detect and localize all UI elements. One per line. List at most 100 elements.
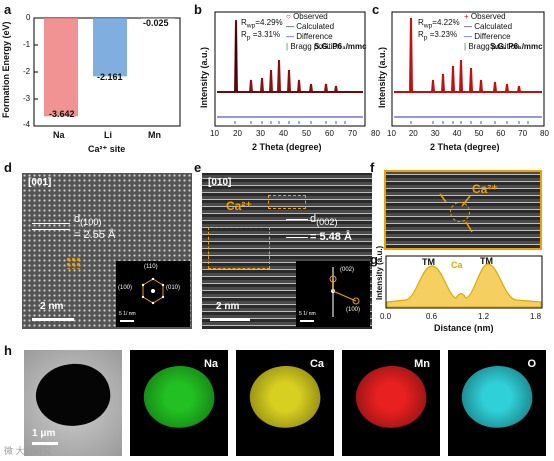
panel-b-xtick: 20 [233,129,242,138]
panel-b-rp-value: =3.31% [252,30,281,39]
panel-c-label: c [372,2,380,17]
panel-h-map-ca-label: Ca [309,358,324,370]
panel-c-xtick: 50 [474,129,484,138]
panel-g-xtick-3: 1.8 [530,312,542,321]
panel-c-xtick: 80 [540,129,549,138]
panel-d-d-index: (100) [80,217,102,228]
panel-b-rwp: Rwp=4.29% [241,18,283,30]
panel-b-axes-frame [214,11,366,127]
panel-d-plane-line-bottom [32,229,70,230]
panel-b-rp: Rp =3.31% [241,30,281,42]
panel-d-hrtem-image: [001] d(100) = 2.55 Å 2 nm (110) (100) (… [22,173,192,329]
panel-c-observed-calculated [394,17,542,93]
panel-e-d-spacing: d(002) [310,213,338,227]
panel-f-zoom-image: Ca²⁺ [384,170,542,250]
panel-e-region-box [208,227,270,269]
panel-b-xtick: 60 [325,129,334,138]
panel-e-scale-label: 2 nm [216,301,240,312]
panel-h-map-mn-label: Mn [414,358,430,370]
panel-h-map-na-label: Na [203,358,218,370]
panel-b-ylabel: Intensity (a.u.) [199,46,209,108]
panel-c-xtick: 40 [452,129,462,138]
panel-d-d-symbol: d [74,213,81,225]
panel-a-ytick-4: -4 [23,120,31,129]
panel-e-ca-highlight [268,195,306,209]
panel-b-xtick: 10 [210,129,219,138]
panel-c-legend-observed-text: Observed [470,12,506,21]
panel-d-fft-scale: 5 1/ nm [119,311,136,317]
panel-a-ytick-marks [34,17,38,127]
panel-e-zone-axis: [010] [208,177,232,188]
panel-d-fft-pattern [120,277,165,322]
panel-c-xtick: 30 [430,129,440,138]
panel-c-xtick: 60 [496,129,506,138]
panel-g-peak-ca: Ca [451,260,463,270]
panel-d-fft-spot-110: (110) [144,264,158,270]
panel-e-hrtem-image: [010] Ca²⁺ d(002) = 5.48 Å 2 nm (002) (1… [202,173,372,329]
panel-a-ytick-2: -2 [23,67,31,76]
panel-g-xtick-2: 1.2 [478,312,490,321]
panel-h-map-mn: Mn [342,350,440,456]
panel-b-xticks: 10 20 30 40 50 60 70 80 [210,129,380,138]
panel-c-space-group: S.G. P6₃/mmc [490,42,543,51]
panel-d-scale-label: 2 nm [40,301,64,312]
panel-b-legend-calculated-text: Calculated [296,22,335,31]
panel-c-rp: Rp =3.23% [418,30,458,42]
panel-c-xtick: 70 [518,129,528,138]
panel-a-bar-na [44,18,78,117]
panel-a-label: a [4,2,12,17]
panel-e-d-value: = 5.48 Å [310,231,352,243]
panel-e-d-symbol: d [310,213,317,225]
panel-b-legend-observed: ○ Observed [286,12,328,21]
panel-h-scale-label: 1 μm [32,428,56,439]
panel-f-ca-label: Ca²⁺ [472,182,498,196]
panel-c-legend-calculated-text: Calculated [474,22,513,31]
panel-d-plane-line-top [32,223,70,224]
panel-e-ca-label: Ca²⁺ [226,199,252,213]
panel-b-xtick: 80 [371,129,380,138]
panel-b-legend-difference: — Difference [286,32,333,41]
panel-c-rp-value: =3.23% [429,30,458,39]
watermark: 微 大材研究 [4,446,52,456]
panel-c-axes-frame [391,11,545,127]
panel-b-xtick: 30 [256,129,265,138]
panel-b-chart [214,11,366,127]
panel-a-ylabel: Formation Energy (eV) [1,21,11,118]
panel-g-label: g [370,252,378,267]
panel-b-xtick: 40 [279,129,288,138]
panel-h-map-mn-signal [350,359,432,435]
panel-b-rwp-value: =4.29% [255,18,283,27]
panel-h-particle [30,356,116,434]
panel-b-label: b [194,2,202,17]
panel-b-space-group: S.G. P6₃/mmc [314,42,367,51]
panel-c-legend: + Observed — Calculated — Difference | B… [464,12,519,52]
panel-c-legend-difference: — Difference [464,32,511,41]
panel-g-xlabel: Distance (nm) [434,323,494,333]
panel-g-xtick-1: 0.6 [426,312,438,321]
panel-a-bar-li [93,18,127,77]
panel-c-chart [391,11,545,127]
panel-h-map-na-signal [138,359,220,435]
panel-c-legend-calculated: — Calculated [464,22,513,31]
panel-c-rwp: Rwp=4.22% [418,18,460,30]
panel-f-ca-circle [450,202,470,222]
panel-b-legend: ○ Observed — Calculated — Difference | B… [286,12,341,52]
panel-h-label: h [4,343,12,358]
panel-c-legend-bragg-text: Bragg position [468,42,520,51]
panel-e-fft-inset: (002) (100) 5 1/ nm [296,261,370,327]
panel-b-xtick: 50 [302,129,311,138]
panel-c-bragg [410,121,529,124]
panel-h-map-na: Na [130,350,228,456]
panel-d-d-value: = 2.55 Å [74,229,116,241]
panel-e-plane-line-bottom [286,237,308,238]
panel-f-arrows [439,193,473,233]
panel-e-plane-line-top [286,219,308,220]
panel-e-fft-spot-100: (100) [346,307,361,313]
panel-a-ytick-1: -1 [23,40,31,49]
panel-a-xlabel: Ca²⁺ site [88,144,126,154]
panel-b-bragg [234,121,346,124]
panel-h-scale-bar [32,442,58,445]
panel-h-map-o-signal [456,359,538,435]
panel-b-legend-bragg-text: Bragg position [290,42,342,51]
panel-a-ytick-0: 0 [26,13,31,22]
